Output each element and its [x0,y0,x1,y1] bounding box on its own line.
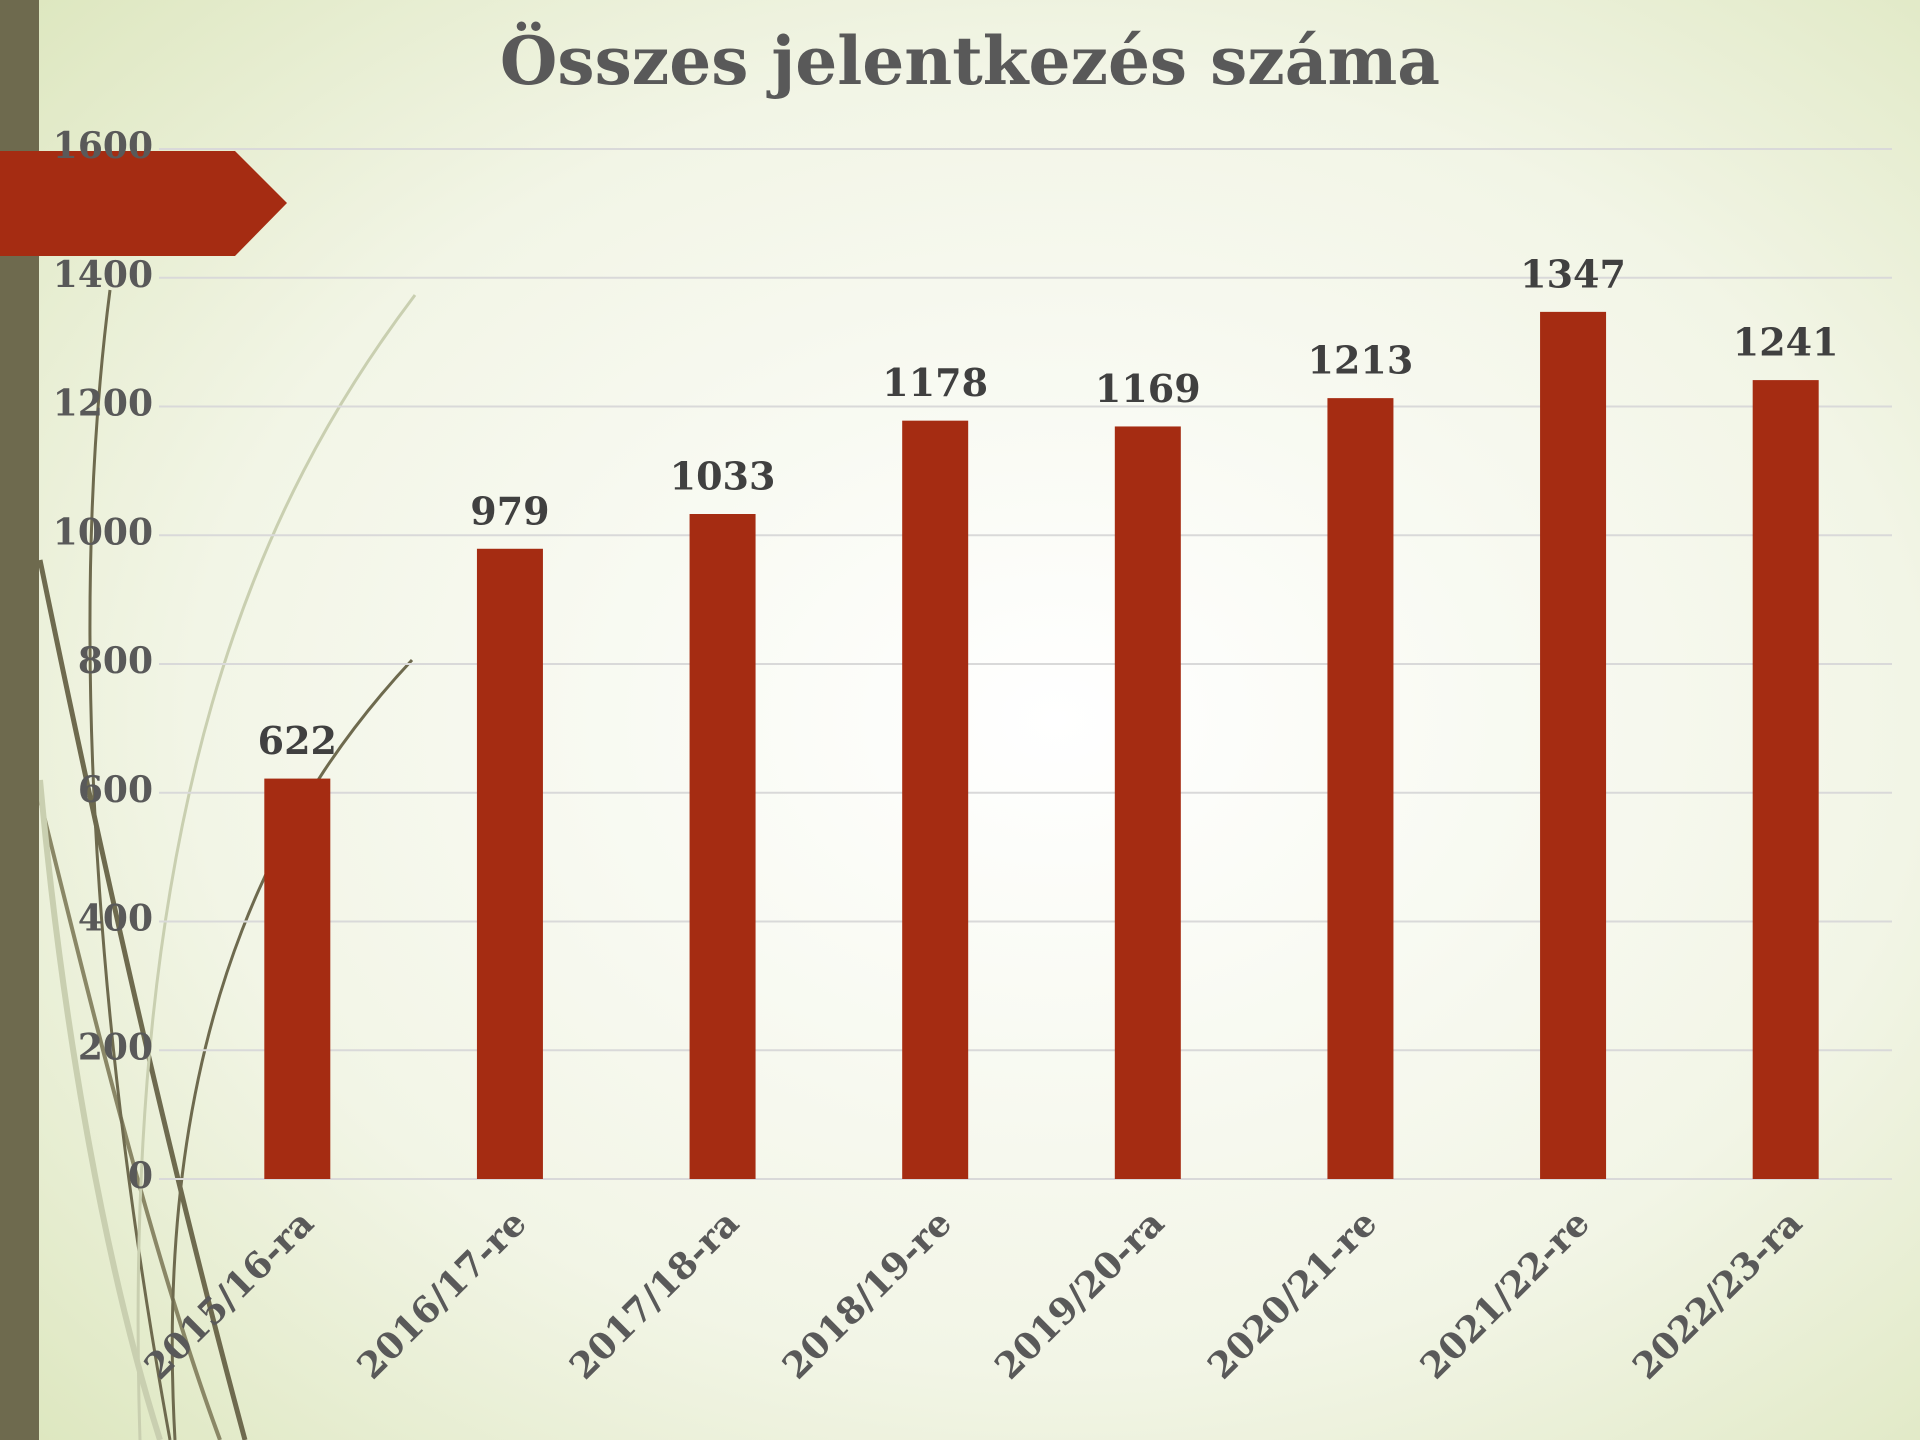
data-label: 1033 [670,454,776,499]
y-tick-label: 800 [78,640,153,682]
bar [264,779,330,1179]
y-tick-label: 600 [78,769,153,811]
y-tick-label: 200 [78,1026,153,1068]
data-label: 979 [470,488,549,533]
bar [1327,398,1393,1179]
y-tick-label: 1000 [53,511,153,553]
y-tick-label: 1400 [53,254,153,296]
bar [1115,426,1181,1179]
bar [902,421,968,1179]
data-label: 622 [258,718,337,763]
y-tick-label: 0 [128,1155,153,1197]
bar [1753,380,1819,1179]
bar [690,514,756,1179]
data-label: 1213 [1308,338,1414,383]
data-label: 1178 [882,360,988,405]
y-tick-label: 1600 [53,125,153,167]
chart: Összes jelentkezés száma 0 200 400 600 800 10… [0,0,1920,1440]
data-label: 1241 [1733,320,1839,365]
bar [1540,312,1606,1179]
data-label: 1347 [1520,251,1626,296]
bar [477,549,543,1179]
data-label: 1169 [1095,366,1201,411]
y-tick-label: 1200 [53,383,153,425]
chart-title: Összes jelentkezés száma [500,22,1440,100]
y-tick-label: 400 [78,898,153,940]
